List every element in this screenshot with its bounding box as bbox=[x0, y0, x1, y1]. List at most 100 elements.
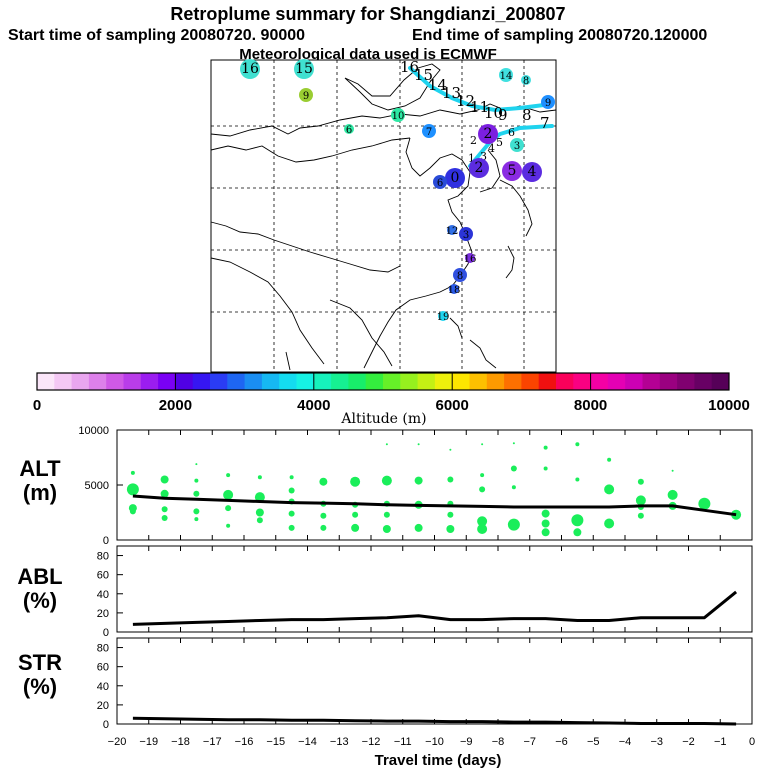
altitude-point bbox=[541, 509, 550, 518]
altitude-point bbox=[385, 443, 388, 446]
altitude-point bbox=[257, 475, 262, 480]
colorbar-cell bbox=[486, 373, 505, 390]
altitude-point bbox=[194, 517, 199, 522]
altitude-point bbox=[160, 475, 169, 484]
altitude-point bbox=[575, 477, 580, 482]
map-marker-label: 8 bbox=[523, 76, 529, 87]
altitude-point bbox=[481, 443, 484, 446]
traj-label: 16 bbox=[400, 58, 419, 76]
altitude-point bbox=[352, 511, 359, 518]
map-marker bbox=[510, 138, 524, 152]
y-tick-label: 20 bbox=[97, 700, 109, 712]
map-marker-label: 14 bbox=[500, 71, 513, 82]
colorbar-cell bbox=[452, 373, 470, 390]
traj-label: 4 bbox=[488, 142, 495, 155]
map-marker bbox=[294, 59, 314, 79]
panel-abl: 0 20 40 60 80 bbox=[97, 545, 753, 639]
altitude-point bbox=[288, 524, 295, 531]
altitude-point bbox=[194, 478, 199, 483]
x-tick-label: −11 bbox=[394, 736, 412, 748]
colorbar-cell bbox=[348, 373, 367, 390]
colorbar-cell bbox=[192, 373, 211, 390]
series-line bbox=[132, 494, 737, 517]
traj-label: 5 bbox=[496, 136, 503, 149]
traj-label: 8 bbox=[522, 106, 532, 124]
colorbar-cell bbox=[175, 373, 194, 390]
map-marker bbox=[453, 268, 467, 282]
colorbar-cell bbox=[642, 373, 661, 390]
colorbar-cell bbox=[573, 373, 592, 390]
altitude-point bbox=[604, 484, 615, 495]
altitude-point bbox=[541, 519, 550, 528]
traj-label: 12 bbox=[456, 92, 475, 110]
colorbar-cell bbox=[88, 373, 107, 390]
altitude-point bbox=[479, 486, 486, 493]
colorbar-cell bbox=[417, 373, 436, 390]
colorbar-cell bbox=[227, 373, 246, 390]
traj-label: 6 bbox=[508, 126, 515, 139]
altitude-point bbox=[731, 509, 742, 520]
altitude-point bbox=[543, 445, 548, 450]
traj-label: 1 bbox=[468, 152, 475, 165]
end-time-label: End time of sampling 20080720.120000 bbox=[412, 27, 707, 44]
altitude-point bbox=[383, 511, 390, 518]
colorbar-cell bbox=[694, 373, 713, 390]
x-tick-label: −13 bbox=[330, 736, 349, 748]
altitude-point bbox=[449, 448, 452, 451]
abl-panel-label: ABL bbox=[17, 564, 62, 589]
traj-label: 13 bbox=[442, 84, 461, 102]
y-tick-label: 60 bbox=[97, 570, 109, 582]
x-tick-label: −2 bbox=[682, 736, 695, 748]
colorbar-cell bbox=[123, 373, 142, 390]
altitude-point bbox=[477, 524, 488, 534]
map-marker bbox=[344, 124, 354, 134]
x-tick-label: −20 bbox=[108, 736, 127, 748]
x-tick-label: −5 bbox=[587, 736, 600, 748]
series-line bbox=[132, 590, 738, 626]
panel-frame bbox=[116, 637, 753, 725]
colorbar-tick-label: 4000 bbox=[297, 397, 330, 414]
colorbar-cell bbox=[140, 373, 159, 390]
traj-label: 14 bbox=[428, 76, 447, 94]
colorbar-cell bbox=[659, 373, 678, 390]
colorbar-cell bbox=[677, 373, 695, 390]
altitude-point bbox=[161, 515, 168, 521]
altitude-point bbox=[637, 512, 644, 519]
map-marker bbox=[521, 75, 531, 85]
x-tick-label: −6 bbox=[555, 736, 568, 748]
altitude-point bbox=[477, 516, 488, 527]
altitude-point bbox=[512, 442, 515, 445]
altitude-point bbox=[288, 487, 295, 494]
x-tick-label: 0 bbox=[749, 736, 755, 748]
traj-label: 2 bbox=[470, 134, 477, 147]
map-marker bbox=[478, 124, 498, 144]
map-marker-label: 7 bbox=[426, 127, 432, 138]
map-marker-label: 18 bbox=[448, 285, 461, 296]
colorbar-cell bbox=[54, 373, 73, 390]
altitude-point bbox=[667, 489, 678, 500]
y-tick-label: 40 bbox=[97, 589, 109, 601]
trajectory-labels: 16 15 14 13 12 11 10 9 8 7 6 5 4 3 2 1 0 bbox=[400, 58, 550, 185]
map-marker-label: 10 bbox=[392, 111, 405, 122]
colorbar-cell bbox=[279, 373, 297, 390]
altitude-point bbox=[319, 477, 328, 486]
map-marker-label: 9 bbox=[545, 98, 551, 109]
altitude-point bbox=[571, 514, 584, 527]
str-panel-label: STR bbox=[18, 650, 62, 675]
altitude-point bbox=[671, 469, 674, 472]
y-tick-label: 80 bbox=[97, 643, 109, 655]
altitude-point bbox=[130, 470, 135, 475]
y-tick-label: 20 bbox=[97, 608, 109, 620]
map-marker bbox=[240, 59, 260, 79]
y-tick-label: 0 bbox=[103, 535, 109, 547]
panel-labels: ALT (m) ABL (%) STR (%) bbox=[17, 456, 62, 699]
colorbar-cell bbox=[469, 373, 488, 390]
map-marker bbox=[499, 68, 513, 82]
colorbar-cell bbox=[37, 373, 55, 390]
altitude-point bbox=[480, 473, 485, 478]
x-tick-label: −12 bbox=[362, 736, 381, 748]
y-tick-label: 80 bbox=[97, 551, 109, 563]
map-marker bbox=[391, 108, 405, 122]
